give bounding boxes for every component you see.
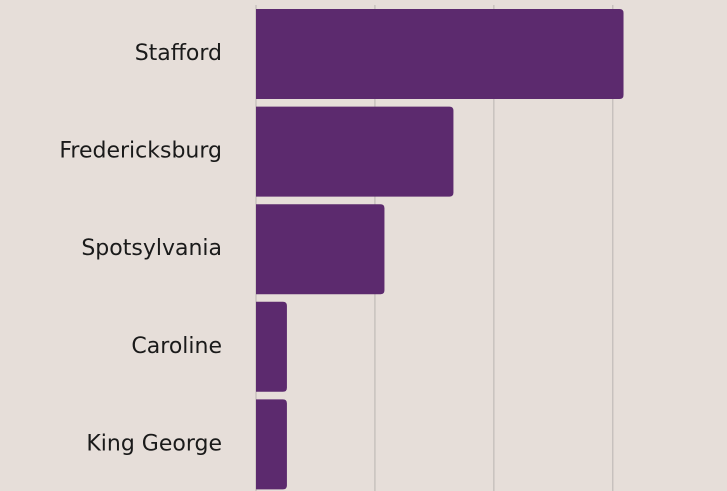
y-tick-label: Stafford (135, 41, 222, 66)
bar (256, 9, 624, 99)
y-tick-label: Fredericksburg (59, 139, 222, 164)
y-tick-label: King George (86, 431, 222, 456)
bar (256, 399, 287, 490)
y-tick-label: Caroline (131, 334, 222, 359)
bar (256, 301, 287, 392)
y-tick-label: Spotsylvania (81, 236, 222, 261)
bar (256, 106, 454, 197)
bar (256, 204, 385, 295)
